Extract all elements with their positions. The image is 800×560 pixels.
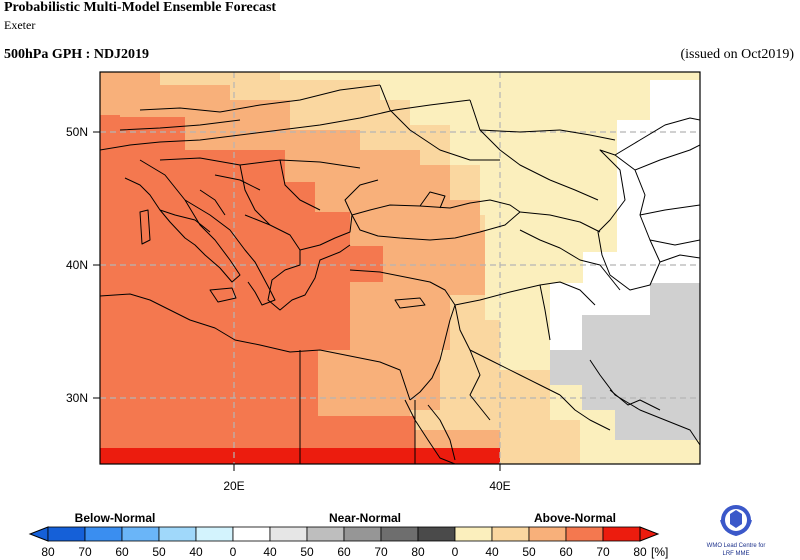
wmo-emblem-icon	[720, 505, 752, 537]
legend-tick: 70	[78, 545, 92, 559]
wmo-logo: WMO Lead Centre for LRF MME	[707, 505, 766, 557]
legend-swatch	[158, 526, 197, 542]
legend-swatch	[269, 526, 308, 542]
field-label: 500hPa GPH : NDJ2019	[4, 47, 150, 62]
lon-tick-40e: 40E	[489, 479, 510, 493]
legend-arrow-left	[28, 526, 49, 542]
legend-swatch	[454, 526, 493, 542]
legend-tick: 50	[152, 545, 166, 559]
legend-tick-labels: 80 70 60 50 40 0 40 50 60 70 80 0 40 50 60 70 80	[41, 545, 647, 559]
legend-swatch	[602, 526, 641, 542]
legend-swatch	[380, 526, 419, 542]
legend-unit: [%]	[651, 545, 668, 559]
legend-swatch	[528, 526, 567, 542]
legend-tick: 40	[263, 545, 277, 559]
legend-tick: 70	[374, 545, 388, 559]
logo-text-line1: WMO Lead Centre for	[707, 543, 766, 549]
legend-swatch	[491, 526, 530, 542]
legend-tick: 0	[230, 545, 237, 559]
lat-tick-50n: 50N	[66, 125, 88, 139]
legend-below-normal: Below-Normal	[75, 511, 156, 525]
legend-swatch	[232, 526, 271, 542]
legend-arrow-right	[639, 526, 660, 542]
legend-near-normal: Near-Normal	[329, 511, 401, 525]
legend-tick: 60	[115, 545, 129, 559]
logo-text-line2: LRF MME	[723, 551, 750, 557]
legend-tick: 80	[633, 545, 647, 559]
legend-swatch	[47, 526, 86, 542]
legend-tick: 0	[452, 545, 459, 559]
issued-date: (issued on Oct2019)	[680, 47, 794, 62]
field-nn	[550, 283, 700, 440]
legend-tick: 40	[189, 545, 203, 559]
legend-swatch	[343, 526, 382, 542]
lat-tick-30n: 30N	[66, 391, 88, 405]
legend-swatch	[306, 526, 345, 542]
field-ws	[550, 80, 700, 350]
legend-tick: 60	[337, 545, 351, 559]
legend-tick: 60	[559, 545, 573, 559]
legend-swatch	[417, 526, 456, 542]
legend-swatch	[121, 526, 160, 542]
legend-swatch	[84, 526, 123, 542]
lat-tick-40n: 40N	[66, 258, 88, 272]
field-a70	[100, 115, 415, 448]
legend-tick: 70	[596, 545, 610, 559]
legend-tick: 80	[41, 545, 55, 559]
legend-tick: 80	[411, 545, 425, 559]
forecast-centre: Exeter	[4, 18, 36, 32]
lon-tick-20e: 20E	[223, 479, 244, 493]
legend-swatch	[565, 526, 604, 542]
legend-tick: 40	[485, 545, 499, 559]
probability-legend: Below-Normal Near-Normal Above-Normal 80…	[28, 511, 668, 559]
legend-tick: 50	[522, 545, 536, 559]
legend-tick: 50	[300, 545, 314, 559]
legend-above-normal: Above-Normal	[534, 511, 616, 525]
legend-swatch	[195, 526, 234, 542]
map-title: Probabilistic Multi-Model Ensemble Forec…	[4, 0, 277, 15]
legend-color-bar	[28, 526, 660, 542]
forecast-map: 50N 40N 30N 20E 40E	[66, 71, 701, 493]
probability-field	[100, 72, 700, 464]
